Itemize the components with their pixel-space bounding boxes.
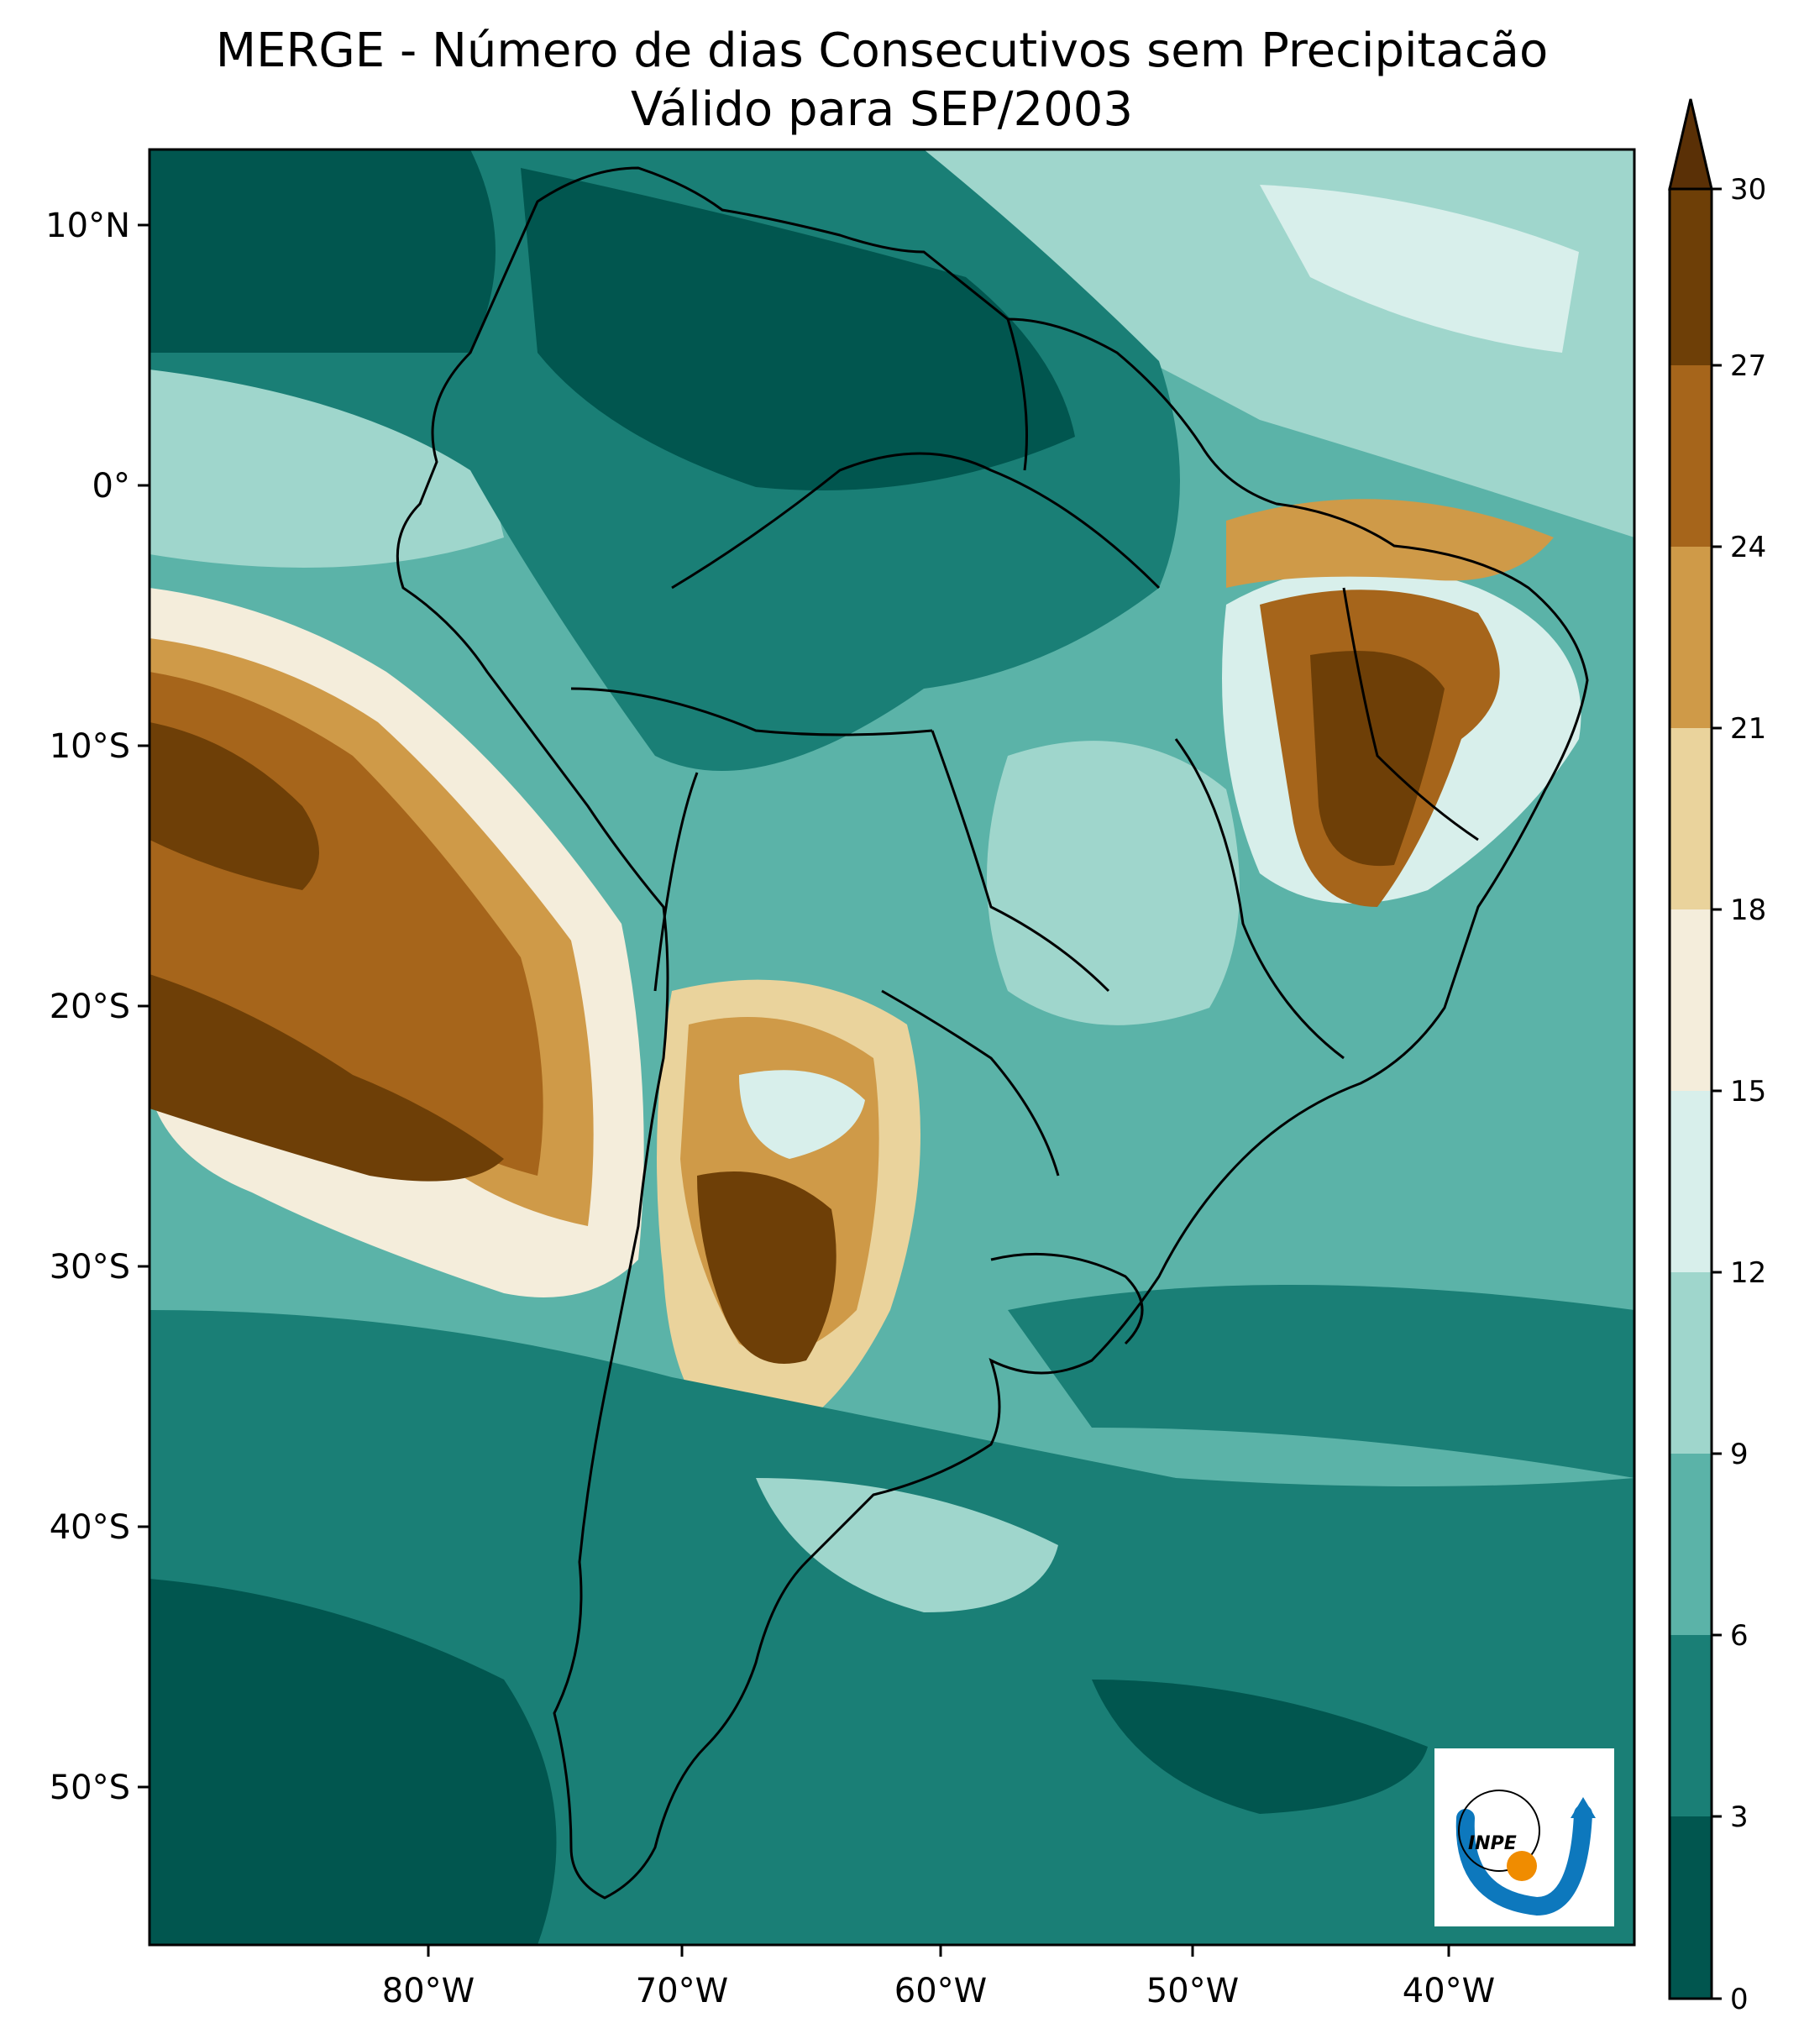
colorbar-extend-arrow (1668, 98, 1713, 191)
colorbar-segment-12-15 (1670, 1091, 1712, 1272)
lat-tick-label: 10°N (45, 207, 130, 245)
field-pale-patagonia (756, 1478, 1058, 1612)
field-deep-southwest (149, 1579, 557, 1945)
map-frame (148, 148, 1636, 1947)
border-goias-minas (1174, 738, 1345, 1060)
inpe-logo: INPE (1434, 1748, 1614, 1926)
colorbar-tick-label: 27 (1730, 349, 1766, 383)
lat-tick-label: 20°S (50, 988, 130, 1026)
border-bolivia-chile (653, 772, 699, 992)
field-pale-chaco (739, 1070, 865, 1159)
logo-sun-icon (1507, 1851, 1537, 1881)
colorbar-segment-3-6 (1670, 1635, 1712, 1816)
colorbar-tick-label: 24 (1730, 531, 1766, 564)
colorbar-segment-21-24 (1670, 547, 1712, 728)
lon-tick-marks (427, 1945, 1450, 1957)
field-mid-south-atlantic (1008, 1285, 1634, 1478)
colorbar-tick-marks (1712, 187, 1722, 2000)
lat-tick-label: 0° (92, 467, 130, 506)
map-title-line2: Válido para SEP/2003 (630, 82, 1134, 137)
border-peru-brazil (570, 687, 933, 736)
colorbar-segment-9-12 (1670, 1272, 1712, 1454)
colorbar-segment-6-9 (1670, 1454, 1712, 1635)
logo-orbit-icon (1458, 1790, 1540, 1872)
map-title-line1: MERGE - Número de dias Consecutivos sem … (215, 24, 1549, 78)
lon-tick-label: 70°W (636, 1972, 728, 2010)
continent-outline (396, 166, 1589, 1900)
field-deep-amazon (521, 168, 1075, 490)
colorbar-tick-label: 21 (1730, 712, 1766, 746)
colorbar-segment-0-3 (1670, 1816, 1712, 1999)
lat-tick-label: 50°S (50, 1769, 130, 1807)
colorbar-tick-label: 30 (1730, 173, 1766, 207)
border-amazon-states (671, 452, 1161, 590)
field-pale-central (987, 741, 1240, 1025)
lat-tick-marks (138, 223, 149, 1789)
field-darkbrown-pacific (149, 974, 504, 1182)
lon-tick-label: 40°W (1403, 1972, 1495, 2010)
field-deep-northwest (149, 149, 496, 353)
colorbar-segment-27-30 (1670, 189, 1712, 365)
colorbar-tick-label: 3 (1730, 1800, 1749, 1834)
colorbar-segment-18-21 (1670, 728, 1712, 909)
field-deep-southatlantic (1092, 1680, 1428, 1814)
lat-tick-label: 10°S (50, 727, 130, 766)
lon-tick-label: 60°W (894, 1972, 987, 2010)
colorbar-tick-label: 6 (1730, 1619, 1749, 1653)
border-paraguay (881, 989, 1060, 1177)
colorbar-segment-24-27 (1670, 365, 1712, 547)
border-mato-grosso (931, 730, 1110, 993)
colorbar-frame (1668, 187, 1713, 2000)
colorbar-segment-15-18 (1670, 909, 1712, 1091)
country-borders (396, 166, 1589, 1900)
border-northeast-states (1342, 587, 1479, 841)
field-very-pale-atlantic (1260, 185, 1579, 353)
border-rio-grande (990, 1252, 1144, 1345)
logo-arrow-icon (1571, 1797, 1596, 1818)
colorbar-tick-label: 0 (1730, 1983, 1749, 2016)
lon-tick-label: 50°W (1146, 1972, 1239, 2010)
colorbar-tick-label: 18 (1730, 894, 1766, 927)
field-darkbrown-northeast (1310, 651, 1445, 867)
colorbar-tick-label: 9 (1730, 1438, 1749, 1471)
colorbar: 0 3 6 9 12 15 18 21 24 27 30 (1668, 98, 1766, 2016)
logo-text: INPE (1468, 1833, 1517, 1854)
colorbar-tick-label: 12 (1730, 1256, 1766, 1290)
field-darkbrown-pacific-north (149, 722, 319, 890)
lat-tick-label: 40°S (50, 1508, 130, 1547)
lat-tick-label: 30°S (50, 1248, 130, 1287)
logo-swoosh-icon (1455, 1805, 1592, 1916)
field-darkbrown-argentina (697, 1171, 836, 1364)
map-field (149, 149, 1634, 1945)
lon-tick-label: 80°W (382, 1972, 475, 2010)
border-guianas (1006, 318, 1028, 471)
colorbar-tick-label: 15 (1730, 1075, 1766, 1108)
